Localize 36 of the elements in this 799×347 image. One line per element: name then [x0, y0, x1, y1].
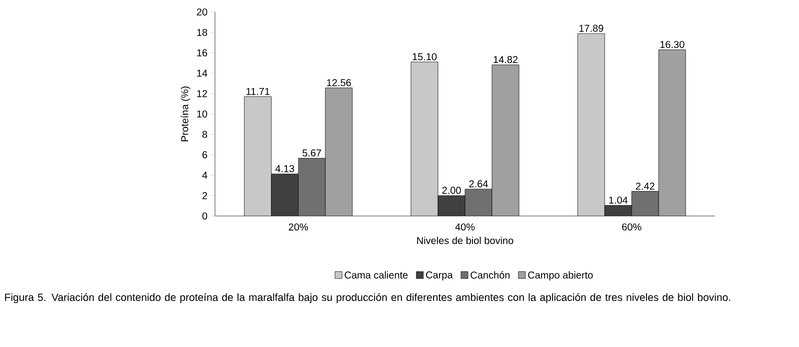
x-tick-label: 60% — [622, 223, 642, 231]
x-axis-title: Niveles de biol bovino — [417, 236, 514, 244]
data-label: 16.30 — [660, 40, 684, 48]
legend-label: Cama caliente — [344, 271, 408, 279]
x-tick-label: 20% — [288, 223, 308, 231]
data-label: 17.89 — [579, 24, 604, 32]
data-label: 14.82 — [494, 56, 518, 64]
y-tick-label: 20 — [196, 8, 208, 16]
data-label: 12.56 — [327, 79, 351, 86]
y-tick-label: 0 — [202, 212, 208, 220]
y-tick-label: 18 — [197, 28, 208, 36]
y-tick-label: 10 — [197, 110, 208, 118]
y-tick-label: 8 — [202, 130, 208, 138]
data-label: 2.00 — [442, 186, 461, 194]
y-tick-label: 12 — [197, 90, 208, 98]
legend-label: Carpa — [426, 271, 453, 280]
data-label: 5.67 — [302, 149, 322, 156]
y-tick-label: 16 — [197, 49, 208, 56]
data-label: 2.42 — [636, 182, 654, 190]
data-label: 11.71 — [246, 88, 270, 95]
y-tick-label: 4 — [202, 172, 208, 179]
legend-label: Campo abierto — [528, 271, 593, 281]
bar — [658, 50, 686, 216]
y-axis-title: Proteína (%) — [180, 86, 190, 142]
text: Figura 5. Variación del contenido de proteína de la maralfalfa bajo su producción en diferentes ambientes con la aplicación de tres niveles de biol bovino. — [5, 293, 730, 304]
data-label: 4.13 — [275, 165, 294, 172]
data-label: 2.64 — [469, 180, 488, 188]
y-tick-label: 2 — [202, 192, 208, 200]
data-label: 1.04 — [609, 196, 628, 204]
y-tick-label: 14 — [197, 70, 208, 77]
y-tick-label: 6 — [202, 151, 208, 158]
bar — [492, 64, 520, 216]
data-label: 15.10 — [412, 53, 437, 60]
x-tick-label: 40% — [455, 223, 475, 231]
legend-label: Canchón — [470, 271, 510, 279]
bar — [325, 88, 352, 216]
